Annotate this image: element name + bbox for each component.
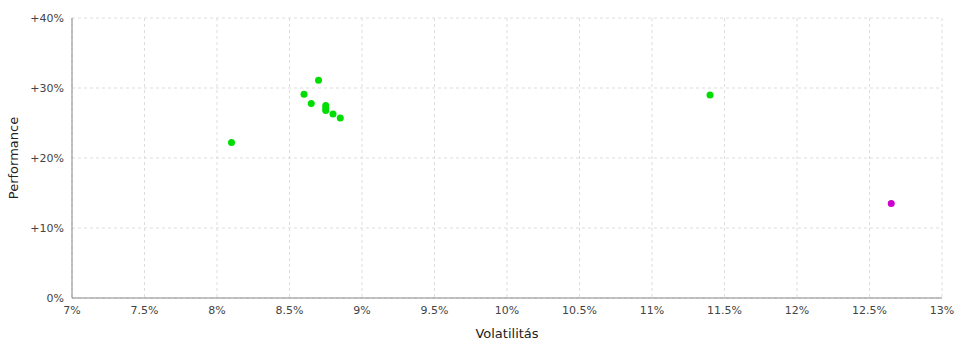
x-tick-label: 9.5% [421, 304, 449, 317]
x-axis-line [72, 298, 942, 299]
y-tick-label: +30% [30, 82, 64, 95]
x-tick-label: 12% [785, 304, 809, 317]
grid [72, 18, 942, 298]
x-tick-label: 7.5% [131, 304, 159, 317]
point [322, 107, 329, 114]
point [707, 92, 714, 99]
x-tick-label: 8% [208, 304, 225, 317]
points [228, 77, 895, 207]
grid-line-y [72, 158, 942, 159]
grid-line-x [724, 18, 725, 298]
grid-line-x [652, 18, 653, 298]
y-tick-label: +20% [30, 152, 64, 165]
x-axis-label: Volatilitás [475, 326, 538, 341]
x-tick-label: 7% [63, 304, 80, 317]
x-tick-label: 11% [640, 304, 664, 317]
grid-line-x [869, 18, 870, 298]
x-tick-label: 12.5% [852, 304, 887, 317]
x-tick-label: 10.5% [562, 304, 597, 317]
grid-line-x [72, 18, 73, 298]
point [888, 200, 895, 207]
y-axis-line [72, 18, 73, 298]
y-axis-label: Performance [6, 117, 21, 199]
x-tick-label: 8.5% [276, 304, 304, 317]
grid-line-y [72, 228, 942, 229]
y-tick-label: 0% [47, 292, 64, 305]
x-tick-label: 11.5% [707, 304, 742, 317]
y-tick-label: +10% [30, 222, 64, 235]
x-tick-label: 9% [353, 304, 370, 317]
grid-line-y [72, 88, 942, 89]
y-tick-label: +40% [30, 12, 64, 25]
x-tick-label: 13% [930, 304, 954, 317]
point [308, 100, 315, 107]
point [330, 110, 337, 117]
grid-line-x [579, 18, 580, 298]
chart: 7% 7.5% 8% 8.5% 9% 9.5% 10% 10.5% 11% 11.5% 12% 12.… [0, 0, 966, 350]
grid-line-x [797, 18, 798, 298]
grid-line-y [72, 298, 942, 299]
tick-labels: 7% 7.5% 8% 8.5% 9% 9.5% 10% 10.5% 11% 11.5% 12% 12.… [30, 12, 954, 317]
point [315, 77, 322, 84]
point [301, 91, 308, 98]
x-tick-label: 10% [495, 304, 519, 317]
grid-line-y [72, 18, 942, 19]
point [337, 115, 344, 122]
point [228, 139, 235, 146]
